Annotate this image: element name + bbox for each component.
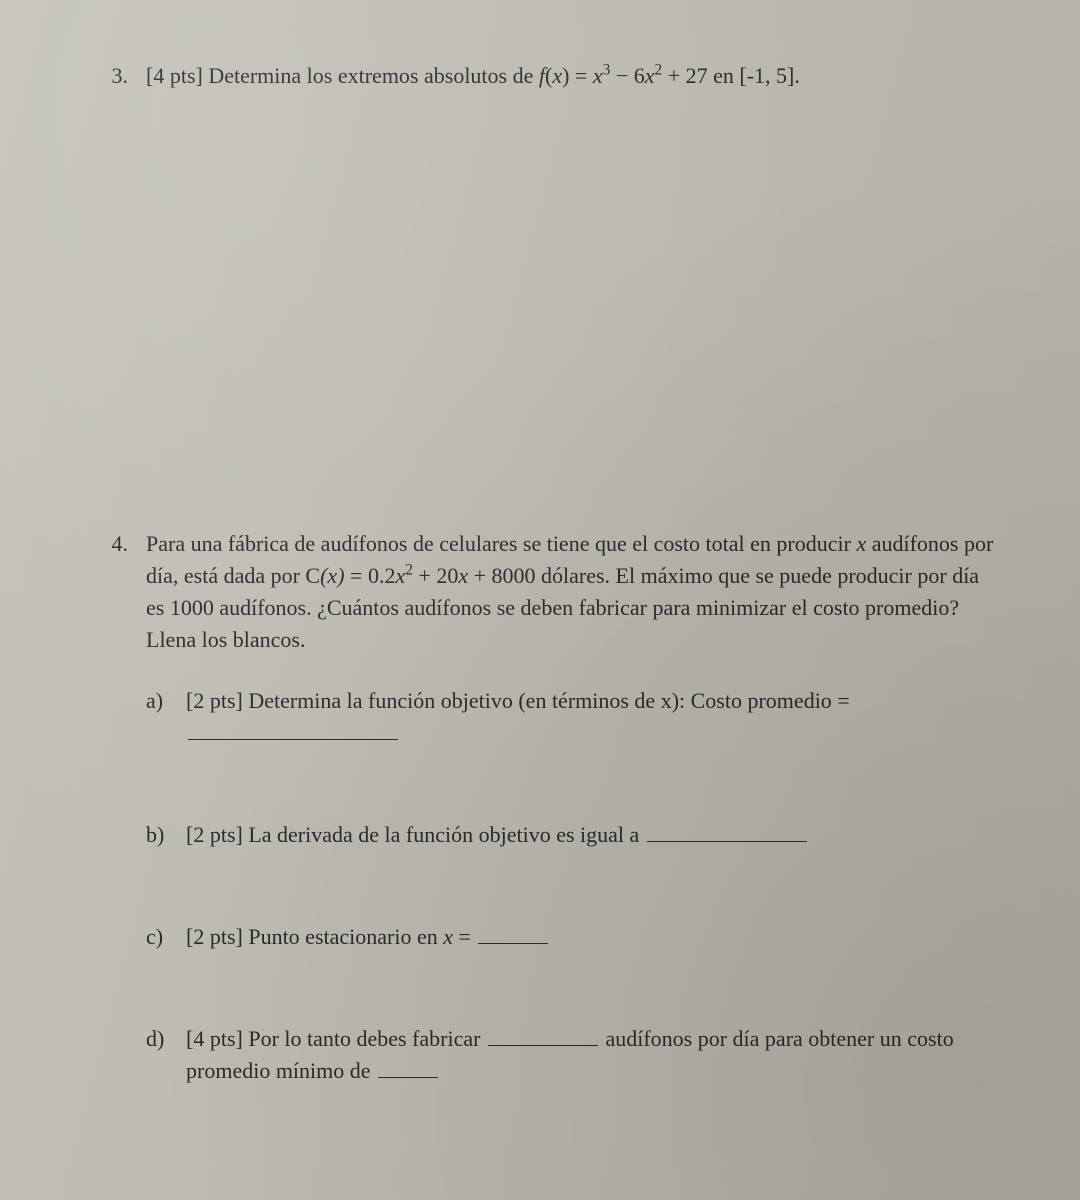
problem-text: Determina los extremos absolutos de — [208, 63, 539, 88]
points-label: [4 pts] — [146, 63, 203, 88]
subpart-text: audífonos por día para obtener un costo — [605, 1026, 953, 1051]
var-x: x — [443, 924, 453, 949]
var-x: x — [856, 531, 866, 556]
intro-text: Llena los blancos. — [146, 627, 305, 652]
workspace-gap — [100, 108, 1000, 528]
interval: [-1, 5]. — [739, 63, 799, 88]
subpart-c: c) [2 pts] Punto estacionario en x = — [146, 921, 1000, 953]
problem-number: 3. — [100, 60, 128, 92]
subparts: a) [2 pts] Determina la función objetivo… — [146, 685, 1000, 1086]
subpart-label: a) — [146, 685, 172, 749]
subpart-body: [2 pts] La derivada de la función objeti… — [186, 819, 809, 851]
subpart-body: [2 pts] Punto estacionario en x = — [186, 921, 550, 953]
subpart-body: [2 pts] Determina la función objetivo (e… — [186, 685, 1000, 749]
subpart-label: c) — [146, 921, 172, 953]
problem-body: [4 pts] Determina los extremos absolutos… — [146, 60, 1000, 92]
subpart-b: b) [2 pts] La derivada de la función obj… — [146, 819, 1000, 851]
subpart-d: d) [4 pts] Por lo tanto debes fabricar a… — [146, 1023, 1000, 1087]
intro-text: audífonos por — [866, 531, 993, 556]
subpart-text: promedio mínimo de — [186, 1058, 371, 1083]
subpart-body: [4 pts] Por lo tanto debes fabricar audí… — [186, 1023, 954, 1087]
function-expression: f(x) = x3 − 6x2 + 27 — [539, 63, 713, 88]
subpart-label: b) — [146, 819, 172, 851]
points-label: [2 pts] — [186, 688, 243, 713]
answer-blank[interactable] — [488, 1025, 598, 1046]
worksheet-page: 3. [4 pts] Determina los extremos absolu… — [0, 0, 1080, 1200]
problem-4: 4. Para una fábrica de audífonos de celu… — [100, 528, 1000, 1087]
problem-3: 3. [4 pts] Determina los extremos absolu… — [100, 60, 1000, 92]
intro-text: día, está dada por C — [146, 563, 320, 588]
intro-text: es 1000 audífonos. ¿Cuántos audífonos se… — [146, 595, 959, 620]
problem-body: Para una fábrica de audífonos de celular… — [146, 528, 1000, 1087]
subpart-a: a) [2 pts] Determina la función objetivo… — [146, 685, 1000, 749]
subpart-text: = — [453, 924, 471, 949]
points-label: [2 pts] — [186, 822, 243, 847]
subpart-text: Por lo tanto debes fabricar — [248, 1026, 480, 1051]
intro-text: dólares. El máximo que se puede producir… — [536, 563, 980, 588]
problem-number: 4. — [100, 528, 128, 1087]
problem-text-mid: en — [713, 63, 739, 88]
points-label: [4 pts] — [186, 1026, 243, 1051]
fx: (x) — [320, 563, 344, 588]
answer-blank[interactable] — [647, 821, 807, 842]
subpart-text: La derivada de la función objetivo es ig… — [248, 822, 639, 847]
answer-blank[interactable] — [188, 720, 398, 741]
cost-equation: = 0.2x2 + 20x + 8000 — [345, 563, 536, 588]
subpart-text: Determina la función objetivo (en términ… — [248, 688, 849, 713]
subpart-text: Punto estacionario en — [248, 924, 443, 949]
points-label: [2 pts] — [186, 924, 243, 949]
subpart-label: d) — [146, 1023, 172, 1087]
intro-text: Para una fábrica de audífonos de celular… — [146, 531, 856, 556]
answer-blank[interactable] — [378, 1057, 438, 1078]
answer-blank[interactable] — [478, 923, 548, 944]
